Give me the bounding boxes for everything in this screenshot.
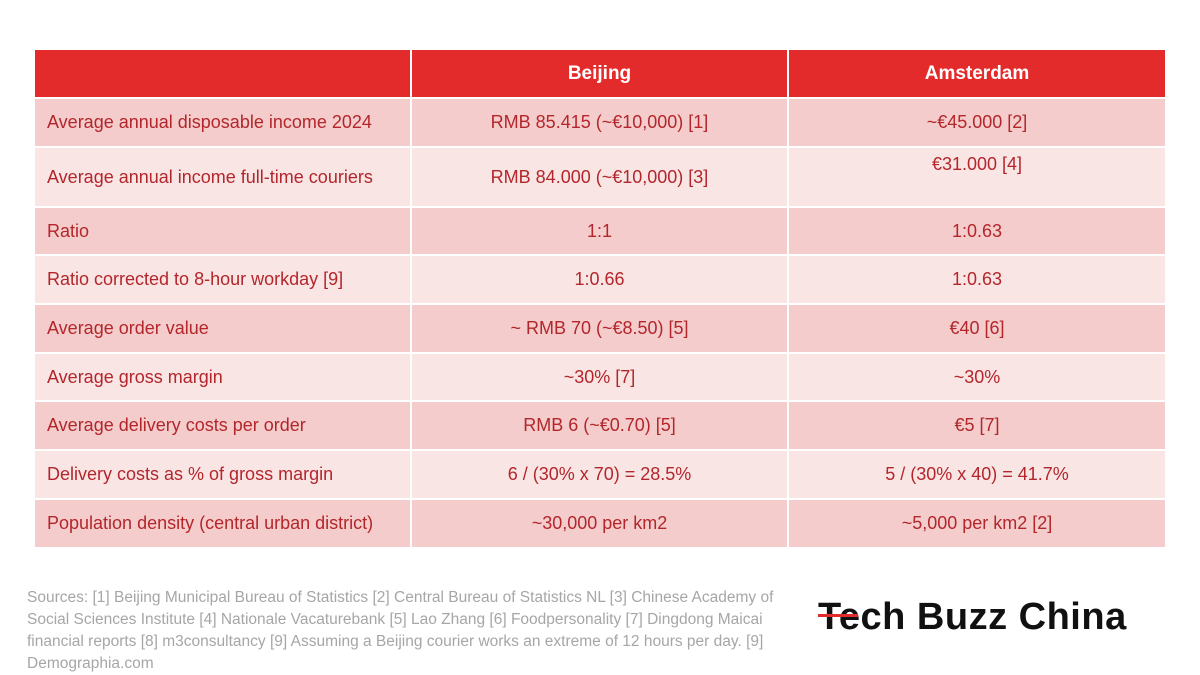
header-cell bbox=[35, 50, 410, 97]
row-label: Ratio corrected to 8-hour workday [9] bbox=[35, 256, 410, 303]
table-cell: 1:1 bbox=[412, 208, 787, 254]
table-cell: 1:0.63 bbox=[789, 256, 1165, 303]
table-cell: RMB 84.000 (~€10,000) [3] bbox=[412, 148, 787, 206]
table-cell: 1:0.63 bbox=[789, 208, 1165, 254]
row-label: Average order value bbox=[35, 305, 410, 352]
table-cell: RMB 6 (~€0.70) [5] bbox=[412, 402, 787, 449]
table-cell: €40 [6] bbox=[789, 305, 1165, 352]
row-label: Average annual income full-time couriers bbox=[35, 148, 410, 206]
table-cell: ~5,000 per km2 [2] bbox=[789, 500, 1165, 547]
row-label: Average annual disposable income 2024 bbox=[35, 99, 410, 146]
table-cell: ~ RMB 70 (~€8.50) [5] bbox=[412, 305, 787, 352]
row-label: Population density (central urban distri… bbox=[35, 500, 410, 547]
table-cell: 6 / (30% x 70) = 28.5% bbox=[412, 451, 787, 498]
table-cell: 5 / (30% x 40) = 41.7% bbox=[789, 451, 1165, 498]
table-cell: 1:0.66 bbox=[412, 256, 787, 303]
comparison-table: Beijing Amsterdam Average annual disposabl… bbox=[35, 50, 1165, 547]
header-cell: Beijing bbox=[412, 50, 787, 97]
header-cell: Amsterdam bbox=[789, 50, 1165, 97]
logo: Tech Buzz China bbox=[818, 596, 1127, 638]
table-cell: ~30% bbox=[789, 354, 1165, 400]
table-cell: ~30,000 per km2 bbox=[412, 500, 787, 547]
table-cell: ~30% [7] bbox=[412, 354, 787, 400]
row-label: Delivery costs as % of gross margin bbox=[35, 451, 410, 498]
row-label: Average gross margin bbox=[35, 354, 410, 400]
sources: Sources: [1] Beijing Municipal Bureau of… bbox=[27, 589, 774, 672]
row-label: Average delivery costs per order bbox=[35, 402, 410, 449]
table-cell: ~€45.000 [2] bbox=[789, 99, 1165, 146]
table-cell: €31.000 [4] bbox=[789, 148, 1165, 206]
row-label: Ratio bbox=[35, 208, 410, 254]
table-cell: €5 [7] bbox=[789, 402, 1165, 449]
table-cell: RMB 85.415 (~€10,000) [1] bbox=[412, 99, 787, 146]
